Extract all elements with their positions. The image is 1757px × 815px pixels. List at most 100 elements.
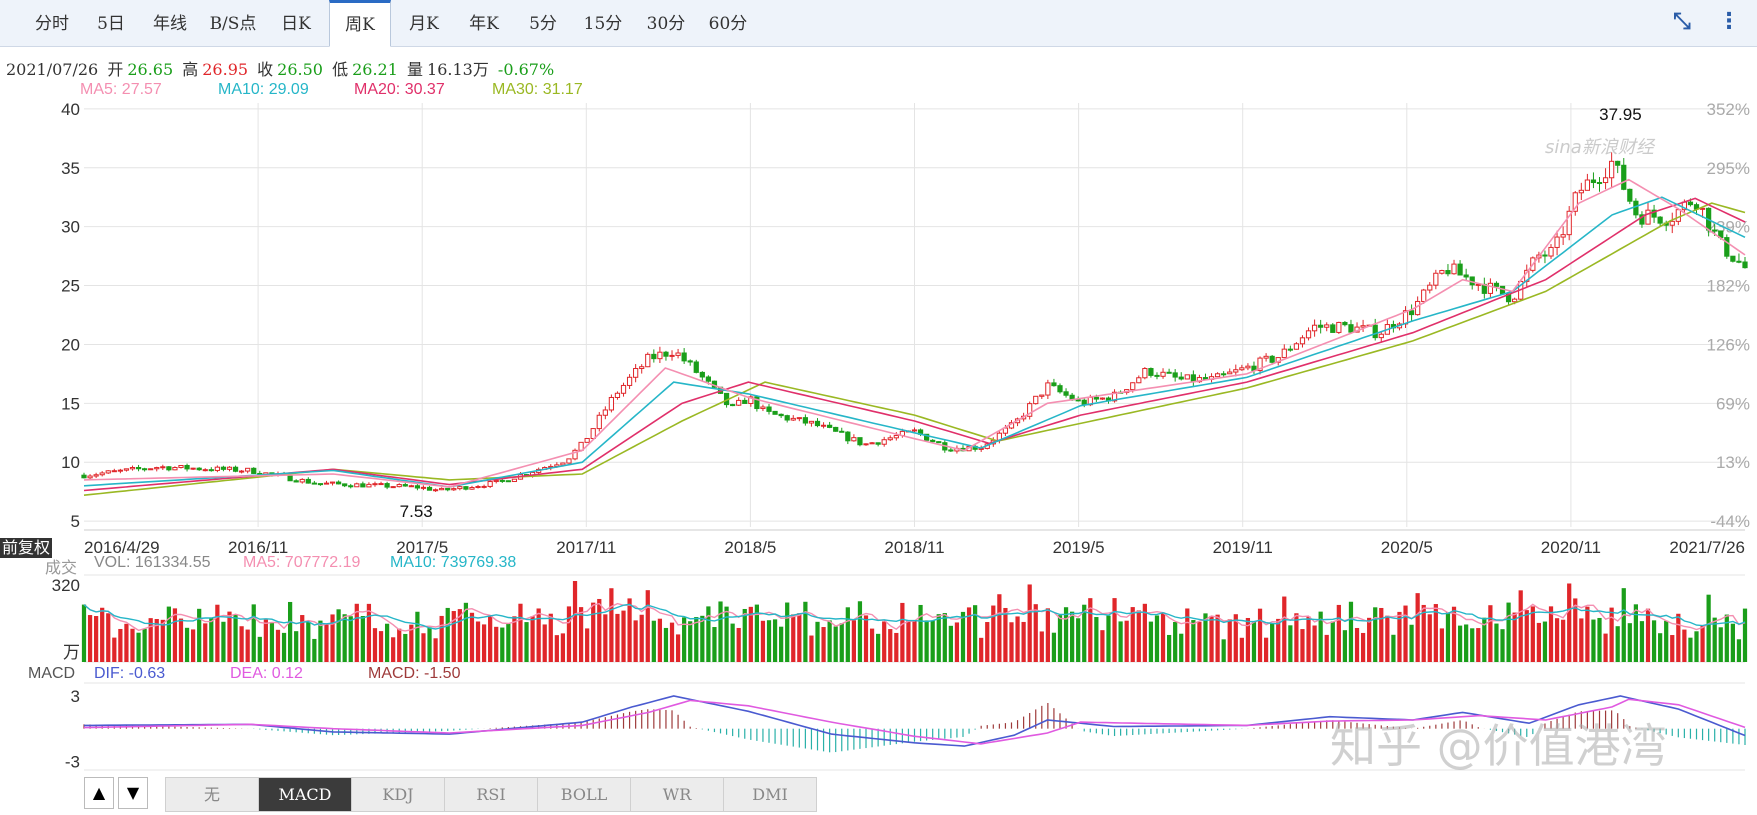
candle-body bbox=[305, 478, 311, 484]
volume-bar bbox=[1658, 633, 1663, 662]
volume-bar bbox=[682, 617, 687, 662]
candle-body bbox=[208, 469, 214, 472]
arrow-up-button[interactable]: ▲ bbox=[84, 777, 114, 809]
candle-body bbox=[469, 487, 475, 490]
candle-body bbox=[626, 376, 633, 386]
arrow-down-button[interactable]: ▼ bbox=[118, 777, 148, 809]
candle-body bbox=[924, 433, 930, 441]
candle-body bbox=[730, 404, 736, 407]
date-tick-label: 2018/5 bbox=[724, 538, 776, 557]
volume-bar bbox=[1439, 628, 1445, 662]
candle-body bbox=[590, 428, 596, 439]
volume-bar bbox=[227, 611, 232, 662]
candle-body bbox=[1675, 209, 1681, 222]
tab-10[interactable]: 15分 bbox=[583, 14, 623, 34]
tab-8[interactable]: 年K bbox=[469, 14, 499, 34]
volume-bar bbox=[312, 638, 317, 662]
volume-bar bbox=[857, 601, 863, 662]
indicator-tab-6[interactable]: WR bbox=[630, 777, 724, 812]
volume-bar bbox=[506, 623, 511, 662]
tab-12[interactable]: 60分 bbox=[708, 14, 748, 34]
tab-5[interactable]: 日K bbox=[281, 14, 311, 34]
candle-body bbox=[123, 468, 130, 471]
volume-bar bbox=[1300, 629, 1305, 662]
date-tick-label: 2021/7/26 bbox=[1669, 538, 1745, 557]
candle-body bbox=[669, 354, 675, 357]
price-tick-label: 15 bbox=[61, 394, 80, 413]
candle-body bbox=[1615, 160, 1621, 166]
volume-bar bbox=[1445, 612, 1451, 662]
volume-bar bbox=[215, 604, 220, 662]
candle-body bbox=[1305, 330, 1312, 339]
volume-bar bbox=[1003, 607, 1008, 662]
indicator-tab-2[interactable]: MACD bbox=[258, 777, 352, 812]
candle-body bbox=[584, 437, 590, 443]
volume-bar bbox=[906, 620, 911, 662]
indicator-tab-7[interactable]: DMI bbox=[723, 777, 817, 812]
volume-bar bbox=[1736, 639, 1742, 662]
volume-bar bbox=[1160, 612, 1166, 662]
indicator-tab-4[interactable]: RSI bbox=[444, 777, 538, 812]
candle-body bbox=[432, 489, 439, 492]
candle-body bbox=[487, 481, 493, 487]
macd-tick-label: 3 bbox=[71, 687, 80, 706]
candle-body bbox=[1724, 237, 1730, 257]
volume-bar bbox=[233, 614, 238, 662]
volume-bar bbox=[1494, 623, 1499, 662]
candle-body bbox=[742, 399, 748, 404]
volume-bar bbox=[1263, 637, 1269, 662]
candle-body bbox=[360, 483, 366, 488]
volume-bar bbox=[645, 590, 650, 662]
volume-bar bbox=[1197, 621, 1202, 662]
candle-body bbox=[681, 352, 687, 362]
tab-9[interactable]: 5分 bbox=[529, 14, 557, 34]
volume-bar bbox=[548, 613, 553, 662]
volume-bar bbox=[281, 632, 287, 662]
volume-bar bbox=[566, 606, 572, 662]
tab-1[interactable]: 分时 bbox=[35, 14, 69, 34]
volume-bar bbox=[1530, 606, 1535, 662]
volume-bar bbox=[445, 607, 450, 662]
candle-body bbox=[566, 458, 572, 464]
adjust-mode-badge[interactable]: 前复权 bbox=[0, 538, 53, 558]
volume-bar bbox=[1451, 606, 1457, 662]
tab-4[interactable]: B/S点 bbox=[209, 14, 257, 34]
candle-body bbox=[663, 351, 669, 357]
candle-body bbox=[1621, 164, 1627, 190]
volume-bar bbox=[184, 627, 190, 662]
indicator-tab-5[interactable]: BOLL bbox=[537, 777, 631, 812]
candle-body bbox=[645, 353, 651, 368]
volume-bar bbox=[1645, 608, 1651, 662]
tab-7[interactable]: 月K bbox=[409, 14, 439, 34]
indicator-tab-3[interactable]: KDJ bbox=[351, 777, 445, 812]
tab-2[interactable]: 5日 bbox=[97, 14, 125, 34]
volume-bar bbox=[209, 618, 214, 662]
volume-bar bbox=[81, 604, 87, 662]
volume-bar bbox=[1318, 611, 1323, 662]
candle-body bbox=[1645, 209, 1651, 225]
tab-3[interactable]: 年线 bbox=[153, 14, 187, 34]
zhihu-watermark: 知乎 @价值港湾 bbox=[1330, 719, 1667, 773]
volume-bar bbox=[1033, 604, 1038, 662]
volume-bar bbox=[269, 622, 275, 662]
volume-bar bbox=[948, 625, 953, 662]
compress-icon[interactable]: ⤡ bbox=[1673, 9, 1691, 34]
date-tick-label: 2016/4/29 bbox=[84, 538, 160, 557]
volume-bar bbox=[197, 608, 202, 662]
volume-bar bbox=[669, 622, 675, 662]
volume-bar bbox=[439, 615, 444, 662]
candle-body bbox=[1554, 236, 1560, 248]
volume-bar bbox=[1027, 584, 1032, 662]
volume-bar bbox=[833, 626, 838, 662]
tab-11[interactable]: 30分 bbox=[646, 14, 686, 34]
volume-bar bbox=[130, 628, 135, 662]
candle-body bbox=[1433, 272, 1439, 286]
candle-body bbox=[1318, 324, 1324, 328]
more-vertical-icon[interactable]: ⋮ bbox=[1718, 9, 1740, 34]
volume-bar bbox=[1500, 629, 1505, 662]
volume-bar bbox=[1282, 596, 1287, 662]
tab-6[interactable]: 周K bbox=[329, 0, 391, 47]
candle-body bbox=[129, 466, 136, 470]
indicator-tab-1[interactable]: 无 bbox=[165, 777, 259, 812]
